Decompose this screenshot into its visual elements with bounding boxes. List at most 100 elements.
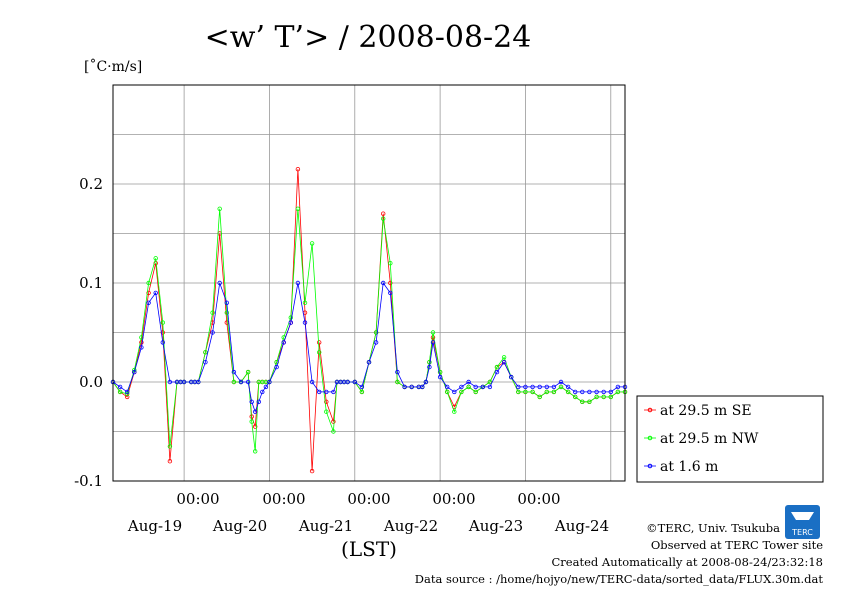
data-point: [381, 211, 386, 216]
legend-item: at 29.5 m SE: [644, 403, 752, 419]
data-point: [217, 280, 222, 286]
data-point: [459, 384, 464, 390]
data-point: [295, 280, 301, 286]
data-point: [167, 459, 173, 464]
data-point: [388, 261, 393, 266]
data-point: [580, 389, 585, 395]
data-point: [487, 379, 493, 385]
data-point: [245, 369, 251, 375]
data-point: [615, 384, 621, 390]
y-tick-label: -0.1: [74, 472, 103, 490]
data-point: [324, 389, 329, 395]
y-tick-label: 0.2: [79, 175, 103, 193]
x-tick-date-label: Aug-19: [127, 517, 182, 535]
data-point: [231, 369, 237, 375]
logo-text: TERC: [791, 528, 813, 537]
data-point: [345, 379, 350, 385]
data-point: [523, 384, 528, 390]
data-point: [544, 384, 549, 390]
data-point: [487, 384, 493, 390]
data-point: [459, 389, 464, 395]
data-point: [587, 389, 592, 395]
data-point: [430, 340, 436, 345]
data-point: [544, 389, 549, 395]
data-point: [494, 364, 500, 370]
data-point: [402, 384, 407, 390]
data-point: [167, 379, 173, 385]
data-point: [445, 389, 450, 395]
data-point: [238, 379, 244, 385]
data-point: [580, 399, 585, 404]
data-point: [146, 280, 151, 286]
data-point: [160, 320, 165, 325]
data-point: [601, 389, 606, 395]
data-point: [295, 166, 301, 172]
data-point: [452, 409, 457, 414]
data-point: [558, 379, 564, 385]
data-point: [288, 320, 293, 325]
data-point: [302, 300, 308, 305]
y-tick-label: 0.1: [79, 274, 103, 292]
data-point: [249, 399, 254, 404]
data-point: [317, 350, 322, 355]
data-point: [501, 360, 507, 365]
data-point: [124, 394, 130, 400]
data-point: [427, 364, 432, 370]
data-point: [537, 384, 542, 390]
legend-label: at 1.6 m: [660, 459, 718, 475]
source-text: Data source : /home/hojyo/new/TERC-data/…: [415, 572, 824, 586]
data-point: [395, 369, 400, 375]
copyright-text: ©TERC, Univ. Tsukuba: [646, 521, 780, 535]
data-point: [196, 379, 201, 385]
data-point: [409, 384, 414, 390]
series-2: [110, 280, 628, 414]
data-point: [366, 360, 372, 365]
y-unit-label: [˚C·m/s]: [84, 58, 142, 75]
data-point: [601, 394, 606, 400]
data-point: [324, 409, 329, 414]
data-point: [210, 330, 215, 335]
data-point: [523, 389, 528, 395]
data-point: [420, 384, 425, 390]
data-point: [252, 424, 258, 429]
data-point: [203, 350, 208, 355]
data-point: [565, 384, 571, 390]
data-point: [430, 330, 436, 335]
data-point: [309, 379, 315, 385]
data-point: [537, 394, 542, 400]
data-point: [558, 384, 564, 390]
data-point: [615, 389, 621, 395]
data-point: [331, 389, 336, 395]
x-tick-date-label: Aug-20: [212, 517, 267, 535]
data-point: [466, 384, 471, 390]
data-point: [231, 379, 237, 385]
data-point: [260, 389, 265, 395]
footer-notes: ©TERC, Univ. Tsukuba Observed at TERC To…: [415, 521, 824, 586]
x-tick-date-label: Aug-24: [554, 517, 609, 535]
data-point: [594, 389, 599, 395]
data-point: [160, 340, 165, 345]
legend-item: at 1.6 m: [644, 459, 718, 475]
data-point: [373, 330, 379, 335]
data-point: [267, 379, 272, 385]
data-point: [494, 369, 500, 375]
data-point: [473, 389, 478, 395]
data-point: [256, 399, 261, 404]
grid: [113, 84, 625, 482]
data-point: [181, 379, 187, 385]
data-point: [445, 384, 450, 390]
x-tick-date-label: Aug-22: [383, 517, 438, 535]
data-point: [381, 216, 386, 221]
data-point: [388, 280, 393, 286]
data-point: [437, 374, 443, 380]
data-point: [359, 389, 365, 395]
data-point: [594, 394, 599, 400]
data-point: [530, 389, 535, 395]
y-axis-ticks: 0.2 0.1 0.0 -0.1: [74, 175, 103, 490]
x-tick-time-label: 00:00: [262, 490, 305, 508]
data-point: [302, 320, 308, 325]
data-point: [317, 340, 322, 345]
data-point: [153, 256, 158, 261]
data-point: [565, 389, 571, 395]
